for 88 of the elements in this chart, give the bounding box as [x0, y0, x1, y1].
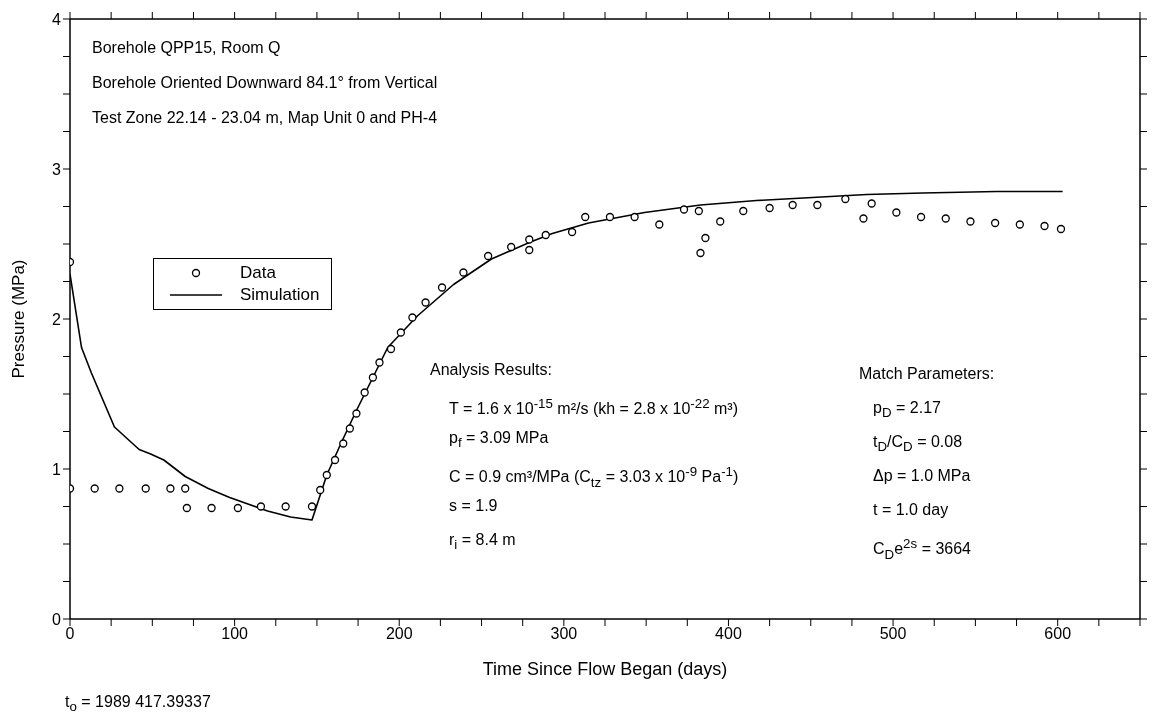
- point: [181, 484, 190, 493]
- x-tick-label: 100: [221, 625, 249, 643]
- point: [941, 214, 950, 223]
- x-tick-label: 500: [879, 625, 907, 643]
- point: [966, 217, 975, 226]
- point: [307, 502, 317, 511]
- y-tick-label: 0: [52, 610, 62, 628]
- point: [360, 388, 369, 397]
- annotation: Analysis Results:: [430, 360, 552, 380]
- point: [141, 484, 150, 493]
- point: [679, 205, 689, 214]
- y-tick-label: 2: [52, 310, 62, 328]
- y-axis-title: Pressure (MPa): [9, 259, 29, 379]
- point: [115, 484, 124, 493]
- point: [701, 233, 710, 243]
- point: [892, 208, 901, 217]
- point: [339, 439, 348, 448]
- point: [694, 206, 703, 216]
- annotation: t$_{D}$/C$_{D}$ = 0.08: [873, 432, 963, 457]
- point: [605, 212, 615, 222]
- point: [525, 245, 534, 255]
- x-axis-title: Time Since Flow Began (days): [482, 659, 728, 679]
- annotation: Borehole QPP15, Room Q: [92, 38, 281, 58]
- annotation: T = 1.6 x 10$^{-15}$ m²/s (kh = 2.8 x 10$^{-22}$ m³): [449, 395, 739, 420]
- point: [630, 212, 639, 222]
- point: [1056, 224, 1066, 234]
- point: [696, 248, 705, 258]
- point: [396, 328, 406, 337]
- point: [916, 212, 926, 222]
- point: [352, 409, 361, 418]
- point: [437, 283, 447, 292]
- annotation: t = 1.0 day: [873, 500, 949, 520]
- point: [386, 344, 396, 354]
- point: [765, 203, 774, 213]
- point: [322, 470, 331, 480]
- annotation: Match Parameters:: [859, 364, 995, 384]
- point: [867, 199, 876, 208]
- legend-label: Simulation: [240, 285, 320, 305]
- point: [483, 251, 493, 261]
- point: [507, 242, 516, 252]
- point: [233, 503, 243, 513]
- point: [567, 227, 577, 237]
- y-tick-label: 1: [52, 460, 62, 478]
- x-tick-label: 200: [385, 625, 413, 643]
- point: [182, 503, 192, 513]
- point: [739, 206, 748, 216]
- point: [459, 268, 468, 277]
- point: [421, 298, 430, 307]
- annotation: r$_{i}$ = 8.4 m: [449, 530, 516, 555]
- point: [788, 200, 797, 210]
- point: [166, 484, 175, 493]
- x-tick-label: 300: [550, 625, 578, 643]
- annotation: p$_{D}$ = 2.17: [873, 398, 941, 423]
- x-tick-label: 600: [1044, 625, 1072, 643]
- y-tick-label: 3: [52, 160, 62, 178]
- point: [207, 503, 216, 513]
- point: [281, 502, 290, 511]
- point: [716, 217, 725, 226]
- x-tick-label: 0: [65, 625, 75, 643]
- annotation: C = 0.9 cm³/MPa (C$_{tz}$ = 3.03 x 10$^{-9}$ Pa$^{-1}$): [449, 463, 739, 492]
- point: [330, 455, 340, 465]
- annotation: Borehole Oriented Downward 84.1° from Vertical: [92, 73, 438, 93]
- point: [408, 313, 417, 322]
- point: [525, 235, 534, 244]
- point: [90, 484, 99, 493]
- annotation: Test Zone 22.14 - 23.04 m, Map Unit 0 and PH-4: [92, 108, 438, 128]
- annotation: Δp = 1.0 MPa: [873, 466, 971, 486]
- point: [256, 502, 266, 511]
- point: [1015, 220, 1024, 229]
- legend-label: Data: [240, 263, 276, 283]
- point: [316, 485, 325, 495]
- y-tick-label: 4: [52, 10, 62, 28]
- annotation: s = 1.9: [449, 496, 498, 516]
- point: [813, 200, 822, 210]
- x-tick-label: 400: [715, 625, 742, 643]
- text: t$_{o}$ = 1989 417.39337: [65, 692, 211, 717]
- annotation: p$_{f}$ = 3.09 MPa: [449, 428, 549, 453]
- annotation: C$_{D}$e$^{2s}$ = 3664: [873, 535, 972, 564]
- point: [859, 214, 868, 223]
- point: [345, 424, 354, 433]
- point: [581, 212, 590, 222]
- point: [541, 230, 550, 240]
- point: [841, 194, 850, 204]
- point: [1040, 221, 1049, 231]
- point: [655, 220, 664, 229]
- point: [368, 373, 378, 382]
- point: [990, 218, 1000, 228]
- point: [375, 358, 384, 367]
